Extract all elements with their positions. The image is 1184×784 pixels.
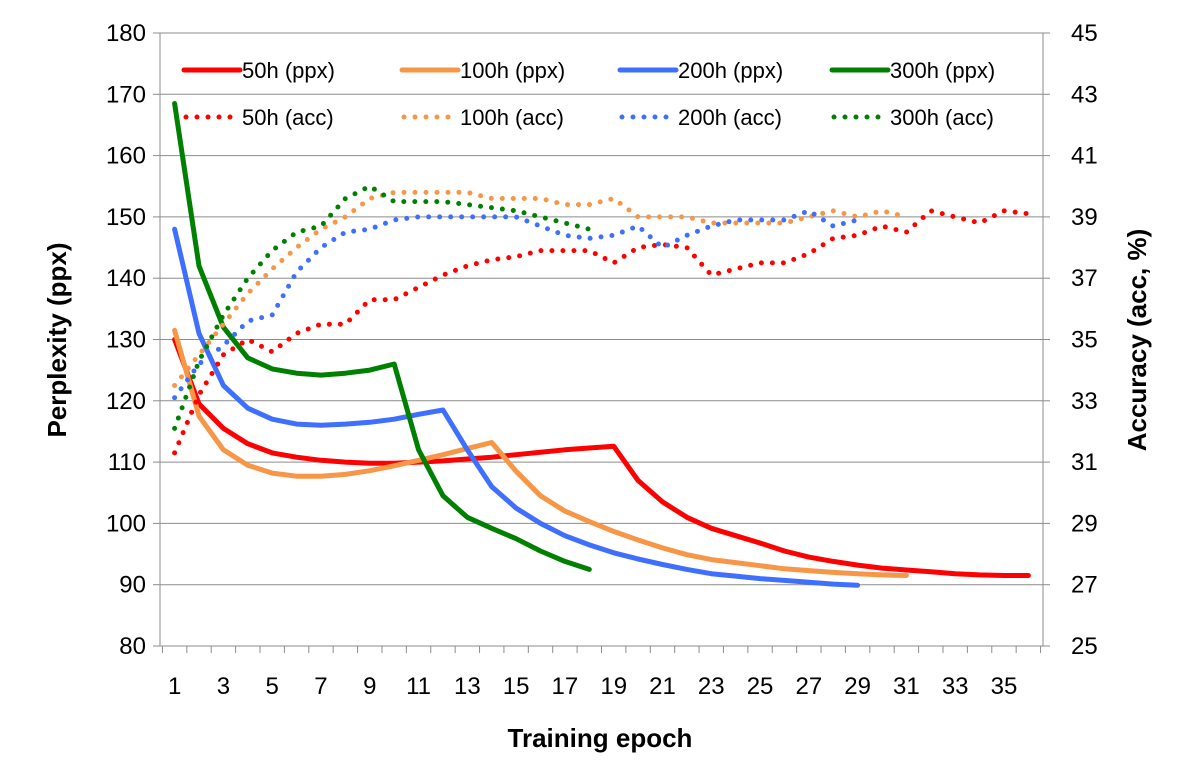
- legend-item-100h-acc: 100h (acc): [401, 105, 564, 130]
- y-tick-label: 160: [106, 143, 146, 170]
- y2-tick-label: 29: [1071, 510, 1098, 537]
- legend: 50h (ppx) 100h (ppx) 200h (ppx) 300h (ppx) 5…: [181, 58, 995, 130]
- x-tick-label: 11: [406, 673, 431, 700]
- x-tick-label: 5: [266, 673, 279, 700]
- series-50h-acc: [172, 208, 1031, 456]
- x-tick-label: 25: [747, 673, 774, 700]
- x-tick-label: 21: [649, 673, 676, 700]
- y-tick-label: 110: [108, 449, 146, 476]
- x-tick-label: 23: [698, 673, 725, 700]
- legend-item-300h-acc: 300h (acc): [831, 105, 994, 130]
- legend-label: 200h (acc): [678, 105, 782, 130]
- legend-item-200h-ppx: 200h (ppx): [617, 58, 783, 83]
- y-tick-label: 150: [106, 204, 146, 231]
- y2-tick-label: 31: [1071, 449, 1098, 476]
- legend-label: 100h (acc): [460, 105, 564, 130]
- series-line-200h-acc: [172, 208, 861, 401]
- x-tick-label: 31: [893, 673, 920, 700]
- legend-label: 50h (ppx): [242, 58, 335, 83]
- legend-item-100h-ppx: 100h (ppx): [399, 58, 565, 83]
- y2-tick-label: 37: [1071, 265, 1098, 292]
- y2-tick-label: 35: [1071, 327, 1098, 354]
- y2-tick-label: 45: [1071, 20, 1098, 47]
- gridlines: [160, 32, 1043, 586]
- x-axis-title: Training epoch: [508, 723, 693, 753]
- y-tick-label: 90: [119, 572, 146, 599]
- legend-label: 300h (ppx): [890, 58, 995, 83]
- x-tick-label: 9: [363, 673, 376, 700]
- x-tick-label: 7: [314, 673, 327, 700]
- series-line-50h-acc: [172, 208, 1031, 456]
- series-line-100h-ppx: [172, 327, 909, 578]
- x-tick-label: 35: [991, 673, 1018, 700]
- series-line-300h-acc: [172, 183, 592, 431]
- y2-axis-title: Accuracy (acc, %): [1122, 229, 1152, 452]
- y-tick-label: 140: [106, 265, 146, 292]
- y2-tick-label: 33: [1071, 388, 1098, 415]
- y-tick-label: 130: [106, 327, 146, 354]
- series-100h-ppx: [172, 327, 909, 578]
- legend-label: 50h (acc): [242, 105, 334, 130]
- y-tick-label: 180: [106, 20, 146, 47]
- y-tick-label: 120: [106, 388, 146, 415]
- y-tick-label: 170: [106, 81, 146, 108]
- legend-item-50h-acc: 50h (acc): [183, 105, 334, 130]
- legend-item-200h-acc: 200h (acc): [619, 105, 782, 130]
- series-line-300h-ppx: [172, 101, 592, 572]
- series-line-100h-acc: [172, 189, 909, 388]
- y2-tick-label: 27: [1071, 572, 1098, 599]
- y-axis-title: Perplexity (ppx): [42, 242, 72, 437]
- y-tick-label: 100: [106, 510, 146, 537]
- y2-tick-label: 43: [1071, 81, 1098, 108]
- series-50h-ppx: [172, 337, 1031, 578]
- y2-tick-label: 25: [1071, 633, 1098, 660]
- series-300h-acc: [172, 183, 592, 431]
- x-tick-label: 13: [454, 673, 481, 700]
- legend-item-50h-ppx: 50h (ppx): [181, 58, 335, 83]
- series-line-200h-ppx: [172, 226, 861, 588]
- legend-label: 100h (ppx): [460, 58, 565, 83]
- series-100h-acc: [172, 189, 909, 388]
- series-line-50h-ppx: [172, 337, 1031, 578]
- legend-label: 200h (ppx): [678, 58, 783, 83]
- legend-item-300h-ppx: 300h (ppx): [829, 58, 995, 83]
- y2-tick-label: 39: [1071, 204, 1098, 231]
- series-lines: [172, 101, 1031, 588]
- x-tick-label: 1: [168, 673, 181, 700]
- x-tick-label: 19: [600, 673, 627, 700]
- series-200h-acc: [172, 208, 861, 401]
- x-tick-label: 33: [942, 673, 969, 700]
- x-tick-label: 17: [552, 673, 579, 700]
- x-tick-label: 15: [503, 673, 530, 700]
- y2-tick-label: 41: [1071, 143, 1098, 170]
- series-300h-ppx: [172, 101, 592, 572]
- legend-label: 300h (acc): [890, 105, 994, 130]
- x-tick-label: 27: [795, 673, 822, 700]
- series-200h-ppx: [172, 226, 861, 588]
- axes: 8090100110120130140150160170180252729313…: [106, 20, 1098, 700]
- x-tick-label: 3: [217, 673, 230, 700]
- x-tick-label: 29: [844, 673, 871, 700]
- y-tick-label: 80: [119, 633, 146, 660]
